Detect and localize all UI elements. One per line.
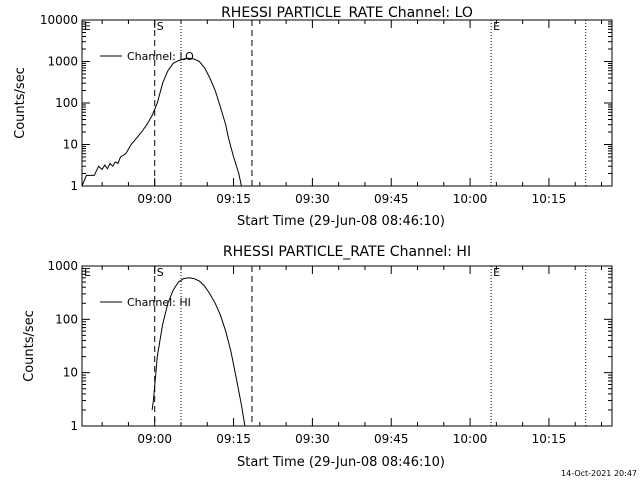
- x-tick-label: 10:15: [532, 192, 567, 206]
- time-marker-label: E: [84, 266, 91, 279]
- x-tick-label: 09:00: [137, 192, 172, 206]
- x-tick-label: 09:00: [137, 432, 172, 446]
- x-tick-label: 10:15: [532, 432, 567, 446]
- panel-lo: RHESSI PARTICLE_RATE Channel: LO Start Ti…: [13, 5, 613, 229]
- time-marker-label: S: [157, 266, 164, 279]
- chart-title: RHESSI PARTICLE_RATE Channel: LO: [221, 5, 473, 21]
- legend-label: Channel: HI: [127, 296, 191, 309]
- x-tick-label: 09:45: [374, 192, 409, 206]
- y-tick-label: 10: [63, 138, 78, 152]
- x-tick-label: 10:00: [453, 432, 488, 446]
- x-tick-label: 09:30: [295, 432, 330, 446]
- y-axis-label: Counts/sec: [13, 67, 28, 139]
- x-tick-label: 09:30: [295, 192, 330, 206]
- time-marker-label: E: [493, 20, 500, 33]
- time-marker-label: E: [84, 20, 91, 33]
- series-line: [151, 277, 246, 427]
- x-tick-label: 09:45: [374, 432, 409, 446]
- time-marker-label: S: [157, 20, 164, 33]
- y-tick-label: 1000: [47, 55, 78, 69]
- plot-frame: [81, 19, 613, 187]
- timestamp: 14-Oct-2021 20:47: [561, 469, 637, 478]
- x-axis-label: Start Time (29-Jun-08 08:46:10): [237, 214, 445, 229]
- legend-label: Channel: LO: [127, 50, 194, 63]
- panel-hi: RHESSI PARTICLE_RATE Channel: HI Start Ti…: [22, 244, 613, 470]
- y-tick-label: 10: [63, 366, 78, 380]
- chart-title: RHESSI PARTICLE_RATE Channel: HI: [223, 244, 471, 260]
- y-tick-label: 100: [55, 96, 78, 110]
- y-tick-label: 10000: [40, 13, 78, 27]
- x-tick-label: 09:15: [216, 432, 251, 446]
- y-axis-label: Counts/sec: [22, 310, 37, 382]
- series-line: [81, 57, 242, 187]
- x-tick-label: 09:15: [216, 192, 251, 206]
- y-tick-label: 1: [70, 419, 78, 433]
- y-tick-label: 1000: [47, 259, 78, 273]
- time-marker-label: E: [493, 266, 500, 279]
- y-tick-label: 1: [70, 179, 78, 193]
- x-axis-label: Start Time (29-Jun-08 08:46:10): [237, 455, 445, 470]
- y-tick-label: 100: [55, 312, 78, 326]
- x-tick-label: 10:00: [453, 192, 488, 206]
- plot-frame: [81, 265, 613, 427]
